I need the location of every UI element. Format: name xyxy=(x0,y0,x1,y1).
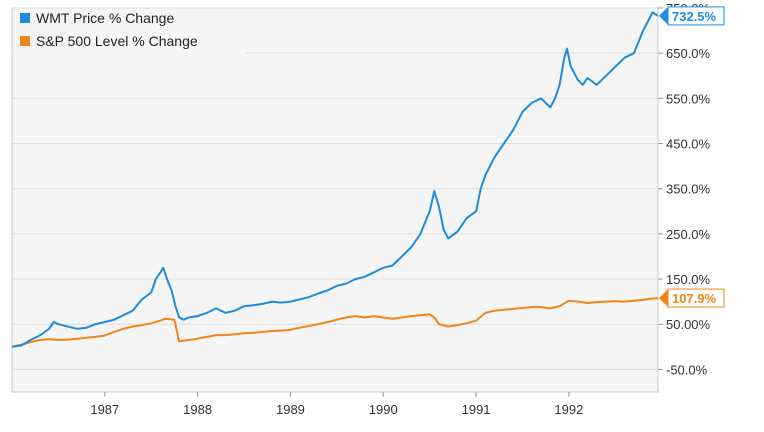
y-tick-label: 550.0% xyxy=(666,91,711,106)
x-axis: 1987 1988 1989 1990 1991 1992 xyxy=(90,392,583,417)
end-label-sp500: 107.9% xyxy=(659,288,725,308)
legend-swatch xyxy=(20,36,30,46)
y-tick-label: 450.0% xyxy=(666,137,711,152)
end-label-value: 732.5% xyxy=(672,9,717,24)
x-tick-label: 1991 xyxy=(462,402,491,417)
end-label-wmt: 732.5% xyxy=(659,6,725,26)
legend-label: WMT Price % Change xyxy=(36,10,174,26)
y-tick-label: 350.0% xyxy=(666,182,711,197)
end-labels: 732.5% 107.9% xyxy=(659,6,725,308)
x-tick-label: 1989 xyxy=(276,402,305,417)
series-line-wmt xyxy=(11,11,659,348)
legend-swatch xyxy=(20,13,30,23)
y-tick-label: 50.00% xyxy=(666,317,711,332)
series-line-sp500 xyxy=(11,297,659,348)
series-lines xyxy=(11,11,659,348)
plot-area xyxy=(11,7,659,393)
end-label-box xyxy=(667,288,725,308)
y-tick-label: -50.0% xyxy=(666,362,708,377)
x-tick-label: 1987 xyxy=(90,402,119,417)
y-tick-label: 650.0% xyxy=(666,46,711,61)
x-tick-label: 1990 xyxy=(369,402,398,417)
end-label-box xyxy=(667,6,725,26)
legend-background xyxy=(14,9,246,57)
end-label-pointer xyxy=(659,6,668,25)
y-tick-label: 250.0% xyxy=(666,227,711,242)
legend-label: S&P 500 Level % Change xyxy=(36,33,198,49)
grid-lines xyxy=(12,7,658,370)
x-tick-label: 1988 xyxy=(183,402,212,417)
end-label-value: 107.9% xyxy=(672,291,717,306)
y-axis: -50.0% 50.00% 150.0% 250.0% 350.0% 450.0% 550.… xyxy=(658,1,711,377)
y-tick-label: 150.0% xyxy=(666,272,711,287)
x-tick-label: 1992 xyxy=(554,402,583,417)
legend: WMT Price % Change S&P 500 Level % Change xyxy=(14,9,246,57)
end-label-pointer xyxy=(659,289,668,308)
